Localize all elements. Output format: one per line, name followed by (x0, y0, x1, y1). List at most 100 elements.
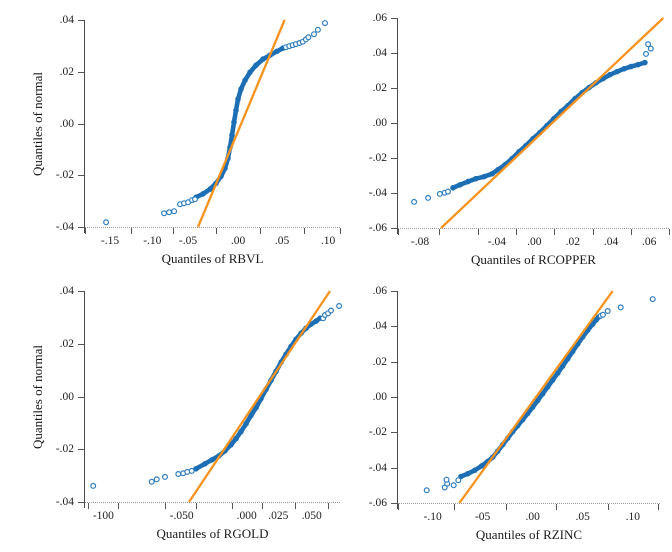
band-bead (231, 119, 237, 125)
band-bead (564, 356, 571, 362)
x-axis-line (85, 227, 340, 228)
scatter-point (161, 210, 168, 217)
x-tick-mark (477, 229, 479, 235)
x-axis-line (398, 228, 669, 229)
y-tick-mark (78, 396, 84, 398)
band-bead (229, 132, 235, 138)
band-bead (207, 186, 213, 192)
scatter-point (647, 45, 654, 52)
x-tick-mark (398, 229, 399, 235)
band-bead (450, 185, 456, 191)
band-bead (635, 61, 641, 68)
x-tick-label: .025 (268, 510, 289, 522)
y-axis-line (84, 291, 85, 508)
band-bead (544, 384, 551, 390)
scatter-point (604, 308, 611, 315)
scatter-point (411, 198, 418, 205)
x-tick-mark (669, 229, 670, 235)
band-bead (534, 397, 541, 404)
y-tick-label: -.04 (368, 461, 387, 474)
y-tick-mark (78, 20, 84, 21)
band-bead (481, 173, 487, 180)
y-tick-mark (391, 123, 397, 124)
band-bead (313, 318, 319, 324)
y-tick-mark (391, 467, 397, 469)
band-bead (248, 412, 254, 419)
x-axis-title: Quantiles of RCOPPER (471, 252, 596, 267)
y-tick-mark (391, 432, 397, 434)
x-tick-mark (506, 504, 508, 510)
band-bead (238, 428, 244, 435)
scatter-point (153, 476, 160, 483)
y-axis-title: Quantiles of normal (30, 71, 45, 176)
x-tick-label: .05 (274, 235, 290, 247)
y-tick-label: .00 (59, 117, 74, 130)
qq-plot-rzinc: .06 .04 .02 .00 -.02 -.04 -.06 -.10 -05 .00 .05 .10… (369, 285, 660, 542)
x-tick-mark (130, 228, 132, 234)
y-tick-mark (391, 397, 397, 398)
band-bead (549, 377, 556, 383)
band-bead (458, 473, 464, 480)
x-tick-mark (195, 503, 197, 509)
y-tick-label: .02 (372, 82, 387, 94)
x-tick-mark (295, 503, 297, 509)
plot-area (90, 290, 343, 503)
x-tick-label: .10 (625, 511, 640, 523)
y-tick-label: -.04 (55, 221, 74, 233)
x-tick-label: .00 (230, 235, 246, 247)
x-tick-label: -.05 (178, 235, 198, 247)
band-bead (202, 461, 208, 467)
scatter-point (305, 34, 312, 41)
qq-band (458, 314, 601, 479)
x-tick-mark (592, 229, 594, 235)
y-tick-mark (78, 123, 84, 125)
y-tick-mark (391, 503, 397, 504)
band-bead (260, 56, 266, 62)
x-tick-label: .05 (575, 511, 590, 523)
x-tick-label: -.15 (100, 235, 120, 247)
x-tick-label: .050 (301, 510, 322, 522)
scatter-point (314, 26, 321, 33)
y-tick-label: -.04 (368, 187, 387, 199)
x-tick-mark (262, 503, 263, 509)
band-bead (235, 96, 241, 102)
y-tick-label: .04 (372, 47, 387, 59)
band-bead (473, 175, 479, 182)
reference-line (196, 19, 286, 228)
x-tick-mark (88, 503, 90, 509)
x-tick-label: -.050 (169, 510, 194, 522)
plot-area (423, 290, 656, 504)
scatter-point (649, 296, 656, 303)
y-tick-label: .04 (372, 320, 387, 333)
x-tick-mark (117, 503, 119, 509)
x-tick-mark (554, 229, 556, 235)
band-bead (489, 454, 496, 460)
scatter-point (443, 476, 450, 483)
y-tick-mark (78, 71, 84, 73)
x-tick-label: -.10 (143, 235, 162, 247)
y-tick-mark (78, 291, 84, 292)
band-bead (589, 321, 596, 328)
y-tick-label: .04 (59, 14, 74, 26)
scatter-point (436, 190, 443, 197)
band-bead (253, 404, 259, 411)
x-tick-label: .06 (642, 236, 657, 248)
y-tick-mark (78, 449, 84, 451)
x-axis-title: Quantiles of RGOLD (156, 526, 269, 541)
scatter-point (191, 196, 198, 203)
y-tick-label: .06 (372, 12, 387, 24)
qq-plot-rcopper: .06 .04 .02 .00 -.02 -.04 -.06 -.08 -.04 .00 .02 .0… (369, 12, 670, 267)
band-bead (495, 166, 501, 173)
band-bead (243, 420, 249, 427)
y-tick-label: -.02 (368, 152, 387, 164)
x-tick-label: .00 (527, 236, 542, 248)
x-tick-mark (85, 228, 86, 234)
x-tick-label: -.08 (410, 236, 430, 248)
scatter-point (645, 41, 652, 48)
y-tick-label: .02 (59, 65, 74, 78)
x-tick-label: -100 (92, 510, 114, 522)
y-tick-label: .02 (59, 337, 74, 350)
x-tick-mark (454, 504, 456, 510)
x-tick-mark (398, 504, 399, 510)
